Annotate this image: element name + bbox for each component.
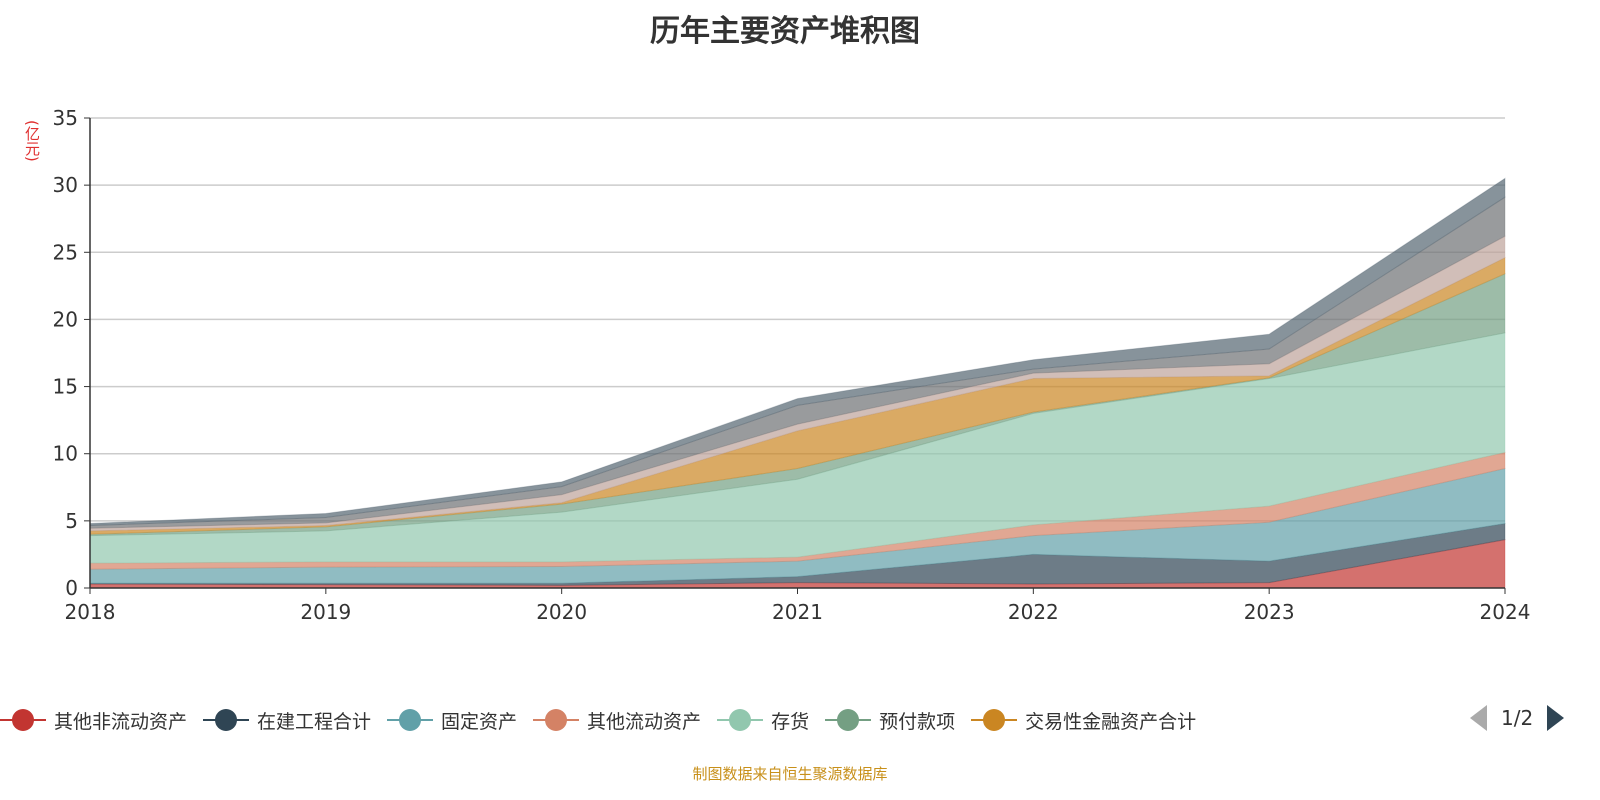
x-tick-label: 2024	[1480, 600, 1531, 624]
legend-label: 存货	[771, 710, 810, 733]
y-tick-label: 10	[53, 442, 78, 466]
legend-item[interactable]: 交易性金融资产合计	[971, 707, 1196, 734]
chart-title: 历年主要资产堆积图	[650, 14, 920, 49]
page-indicator: 1/2	[1501, 706, 1534, 730]
legend-marker-icon	[825, 708, 872, 732]
area-series	[89, 256, 1506, 535]
legend-item[interactable]: 存货	[717, 707, 809, 734]
y-tick-label: 35	[53, 106, 78, 130]
x-tick-label: 2018	[65, 600, 116, 624]
x-tick-label: 2020	[536, 600, 587, 624]
y-tick-label: 20	[53, 307, 78, 331]
legend-item[interactable]: 预付款项	[825, 707, 955, 734]
legend-marker-icon	[387, 708, 434, 732]
legend-label: 预付款项	[879, 710, 956, 733]
y-tick-label: 15	[53, 375, 78, 399]
x-tick-label: 2019	[300, 600, 351, 624]
legend-item[interactable]: 固定资产	[387, 707, 517, 734]
area-series	[89, 332, 1506, 564]
legend-marker-icon	[533, 708, 580, 732]
legend-pager: 1/2	[1470, 705, 1565, 731]
prev-page-icon[interactable]	[1470, 705, 1487, 731]
y-tick-label: 5	[65, 509, 78, 533]
legend-label: 其他非流动资产	[54, 710, 188, 733]
legend-label: 在建工程合计	[257, 710, 372, 733]
legend-item[interactable]: 其他非流动资产	[0, 707, 187, 734]
stacked-area-chart: 0 5 10 15 20 25 30 35 2018 2019 2020 2021 2022 2023 20…	[53, 106, 1531, 624]
y-tick-label: 30	[53, 173, 78, 197]
x-tick-label: 2021	[772, 600, 823, 624]
legend-marker-icon	[0, 708, 46, 732]
x-tick-label: 2022	[1008, 600, 1059, 624]
y-tick-label: 25	[53, 240, 78, 264]
y-tick-label: 0	[65, 576, 78, 600]
area-series	[89, 177, 1506, 527]
legend: 其他非流动资产 在建工程合计 固定资产 其他流动资产 存货 预付款项 交易性金融资产合计	[0, 705, 1212, 735]
legend-marker-icon	[203, 708, 250, 732]
data-source-note: 制图数据来自恒生聚源数据库	[692, 765, 888, 783]
legend-item[interactable]: 在建工程合计	[203, 707, 371, 734]
legend-label: 交易性金融资产合计	[1025, 710, 1197, 733]
x-tick-label: 2023	[1244, 600, 1295, 624]
legend-item[interactable]: 其他流动资产	[533, 707, 701, 734]
area-series	[89, 522, 1506, 586]
y-axis-unit: (亿元)	[23, 120, 41, 162]
next-page-icon[interactable]	[1547, 705, 1565, 731]
legend-label: 固定资产	[441, 710, 518, 733]
legend-marker-icon	[717, 708, 764, 732]
legend-marker-icon	[971, 708, 1018, 732]
legend-label: 其他流动资产	[587, 710, 702, 733]
